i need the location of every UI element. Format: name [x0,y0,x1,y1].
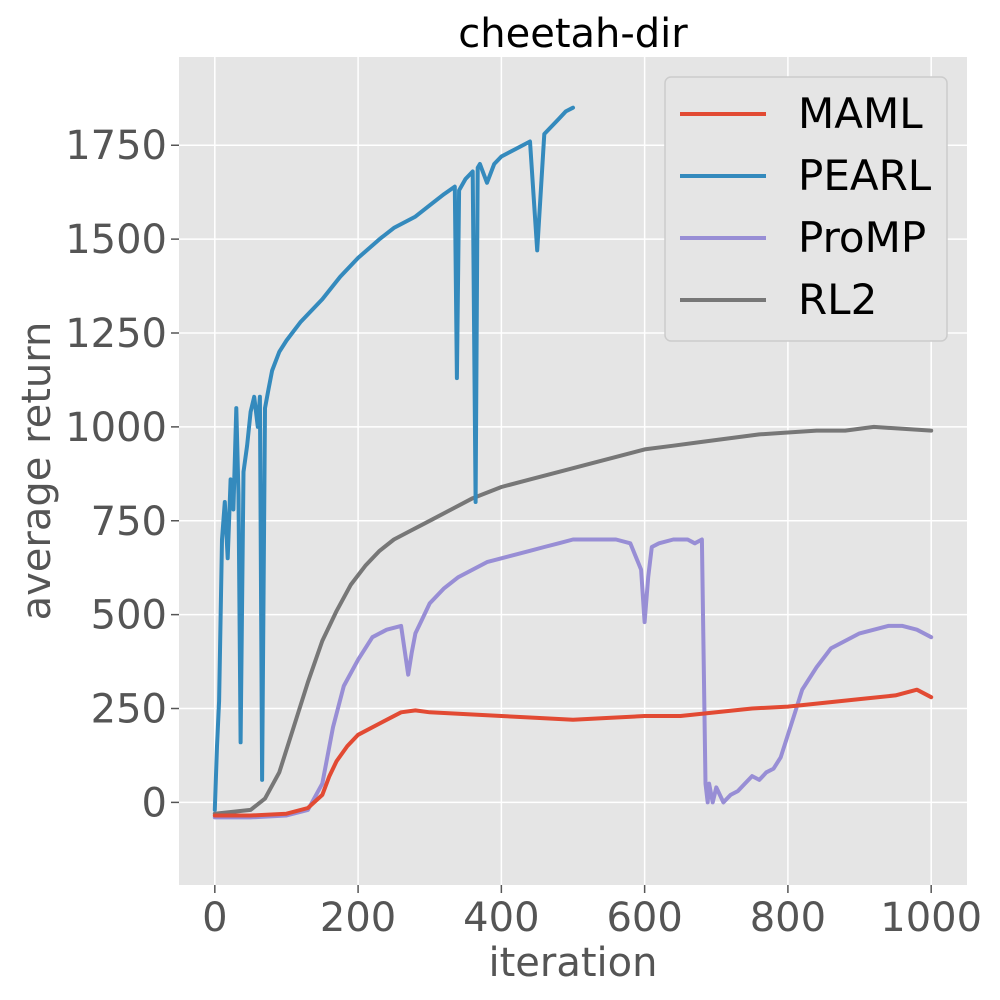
chart-title: cheetah-dir [458,11,688,57]
x-axis-ticks: 0 200 400 600 800 1000 [202,885,982,941]
x-axis-title: iteration [489,940,658,986]
x-tick-label: 0 [202,895,227,941]
y-axis-ticks: 0 250 500 750 1000 1250 1500 1750 [65,123,179,826]
y-tick-label: 250 [91,687,167,733]
x-tick-label: 200 [320,895,396,941]
series-line-pearl [212,105,575,812]
series-line-promp [212,537,934,820]
legend-label-rl2: RL2 [798,275,877,324]
legend-label-promp: ProMP [798,213,926,262]
y-tick-label: 500 [91,593,167,639]
series-lines [212,105,934,820]
y-tick-label: 1250 [65,311,167,357]
y-tick-label: 1500 [65,217,167,263]
legend-label-pearl: PEARL [798,151,932,200]
y-axis-title: average return [14,322,60,621]
y-tick-label: 0 [142,780,167,826]
y-tick-label: 1750 [65,123,167,169]
y-tick-label: 1000 [65,405,167,451]
x-tick-label: 800 [750,895,826,941]
legend-label-maml: MAML [798,89,923,138]
x-tick-label: 1000 [880,895,982,941]
x-tick-label: 600 [606,895,682,941]
series-line-maml [212,687,934,818]
series-line-rl2 [212,424,934,816]
y-tick-label: 750 [91,499,167,545]
x-tick-label: 400 [463,895,539,941]
legend: MAML PEARL ProMP RL2 [664,76,948,342]
legend-box [664,76,948,342]
gridlines [179,57,967,885]
